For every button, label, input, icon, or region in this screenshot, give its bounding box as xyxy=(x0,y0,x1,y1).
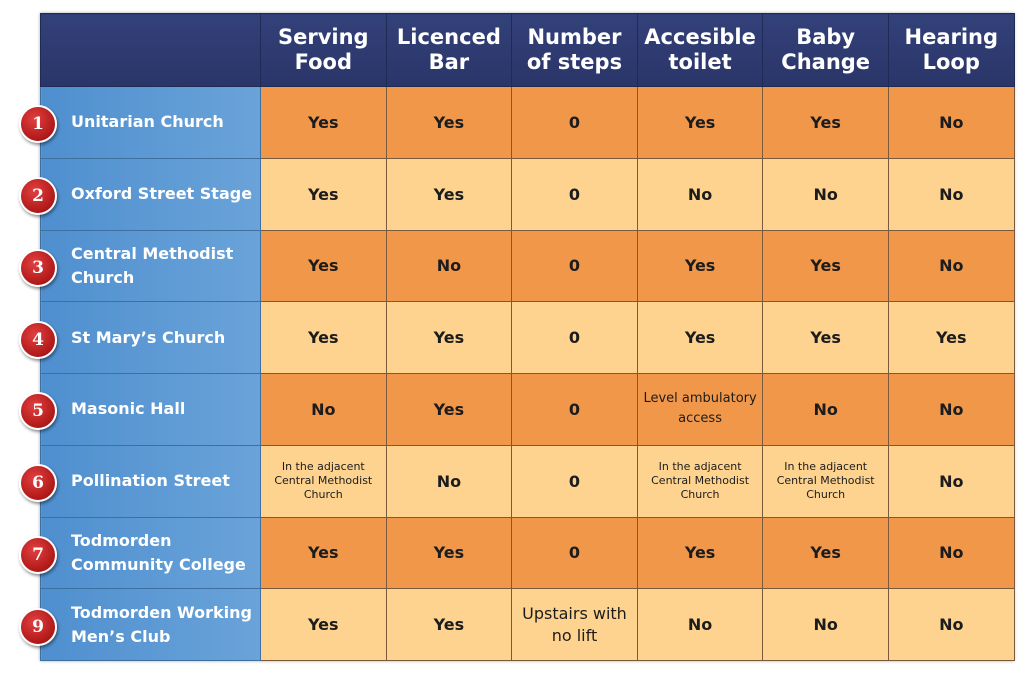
baby-change-cell: In the adjacent Central Methodist Church xyxy=(762,444,889,518)
venue-cell: 5 Masonic Hall xyxy=(19,373,261,446)
licenced-bar-cell: No xyxy=(385,229,513,303)
serving-food-cell: Yes xyxy=(260,157,387,231)
table-row: 6 Pollination Street In the adjacent Cen… xyxy=(19,444,1015,518)
venue-name: Masonic Hall xyxy=(71,399,186,419)
column-header-baby-change: Baby Change xyxy=(762,13,889,87)
licenced-bar-cell: Yes xyxy=(385,157,513,231)
column-header-number-of-steps: Number of steps xyxy=(511,13,638,87)
hearing-loop-cell: No xyxy=(887,157,1015,231)
hearing-loop-cell: No xyxy=(887,229,1015,303)
table-row: 2 Oxford Street Stage Yes Yes 0 No No No xyxy=(19,157,1015,231)
licenced-bar-cell: No xyxy=(385,444,513,518)
serving-food-cell: Yes xyxy=(260,229,387,303)
table-row: 4 St Mary’s Church Yes Yes 0 Yes Yes Yes xyxy=(19,301,1015,374)
venue-accessibility-table-container: Serving Food Licenced Bar Number of step… xyxy=(19,13,1015,661)
serving-food-cell: In the adjacent Central Methodist Church xyxy=(260,444,387,518)
licenced-bar-cell: Yes xyxy=(385,301,513,374)
column-header-accessible-toilet: Accesible toilet xyxy=(636,13,764,87)
baby-change-cell: Yes xyxy=(762,516,889,590)
serving-food-cell: No xyxy=(260,373,387,446)
number-of-steps-cell: 0 xyxy=(511,516,638,590)
number-of-steps-cell: Upstairs with no lift xyxy=(511,588,638,661)
venue-cell: 9 Todmorden Working Men’s Club xyxy=(19,588,261,661)
hearing-loop-cell: No xyxy=(887,373,1015,446)
venue-number-badge: 9 xyxy=(19,607,57,646)
serving-food-cell: Yes xyxy=(260,86,387,159)
venue-name: Todmorden Community College xyxy=(71,530,246,574)
licenced-bar-cell: Yes xyxy=(385,588,513,661)
baby-change-cell: No xyxy=(762,157,889,231)
serving-food-cell: Yes xyxy=(260,301,387,374)
venue-cell: 6 Pollination Street xyxy=(19,444,261,518)
baby-change-cell: Yes xyxy=(762,301,889,374)
hearing-loop-cell: No xyxy=(887,86,1015,159)
table-row: 7 Todmorden Community College Yes Yes 0 … xyxy=(19,516,1015,590)
venue-number-badge: 6 xyxy=(19,464,57,503)
hearing-loop-cell: Yes xyxy=(887,301,1015,374)
number-of-steps-cell: 0 xyxy=(511,157,638,231)
accessible-toilet-cell: Level ambulatory access xyxy=(636,373,764,446)
venue-cell: 2 Oxford Street Stage xyxy=(19,157,261,231)
venue-number-badge: 3 xyxy=(19,248,57,287)
venue-number-badge: 5 xyxy=(19,392,57,431)
accessible-toilet-cell: No xyxy=(636,157,764,231)
table-row: 1 Unitarian Church Yes Yes 0 Yes Yes No xyxy=(19,86,1015,159)
baby-change-cell: Yes xyxy=(762,86,889,159)
serving-food-cell: Yes xyxy=(260,516,387,590)
licenced-bar-cell: Yes xyxy=(385,373,513,446)
number-of-steps-cell: 0 xyxy=(511,86,638,159)
baby-change-cell: No xyxy=(762,588,889,661)
number-of-steps-cell: 0 xyxy=(511,229,638,303)
header-corner xyxy=(40,13,261,87)
venue-number-badge: 4 xyxy=(19,320,57,359)
hearing-loop-cell: No xyxy=(887,444,1015,518)
accessible-toilet-cell: No xyxy=(636,588,764,661)
venue-cell: 4 St Mary’s Church xyxy=(19,301,261,374)
venue-number-badge: 1 xyxy=(19,105,57,144)
accessible-toilet-cell: Yes xyxy=(636,301,764,374)
venue-number-badge: 2 xyxy=(19,177,57,216)
venue-cell: 3 Central Methodist Church xyxy=(19,229,261,303)
number-of-steps-cell: 0 xyxy=(511,373,638,446)
column-header-serving-food: Serving Food xyxy=(260,13,387,87)
table-row: 5 Masonic Hall No Yes 0 Level ambulatory… xyxy=(19,373,1015,446)
column-header-hearing-loop: Hearing Loop xyxy=(887,13,1015,87)
number-of-steps-cell: 0 xyxy=(511,301,638,374)
accessible-toilet-cell: Yes xyxy=(636,516,764,590)
table-row: 9 Todmorden Working Men’s Club Yes Yes U… xyxy=(19,588,1015,661)
serving-food-cell: Yes xyxy=(260,588,387,661)
hearing-loop-cell: No xyxy=(887,588,1015,661)
venue-name: Central Methodist Church xyxy=(71,243,234,287)
accessible-toilet-cell: Yes xyxy=(636,86,764,159)
baby-change-cell: No xyxy=(762,373,889,446)
venue-name: St Mary’s Church xyxy=(71,327,226,347)
venue-number-badge: 7 xyxy=(19,535,57,574)
table-row: 3 Central Methodist Church Yes No 0 Yes … xyxy=(19,229,1015,303)
licenced-bar-cell: Yes xyxy=(385,86,513,159)
venue-name: Oxford Street Stage xyxy=(71,184,253,204)
venue-accessibility-table: Serving Food Licenced Bar Number of step… xyxy=(19,13,1015,661)
venue-cell: 1 Unitarian Church xyxy=(19,86,261,159)
hearing-loop-cell: No xyxy=(887,516,1015,590)
licenced-bar-cell: Yes xyxy=(385,516,513,590)
venue-name: Todmorden Working Men’s Club xyxy=(71,602,252,646)
number-of-steps-cell: 0 xyxy=(511,444,638,518)
accessible-toilet-cell: Yes xyxy=(636,229,764,303)
column-header-licenced-bar: Licenced Bar xyxy=(385,13,513,87)
venue-cell: 7 Todmorden Community College xyxy=(19,516,261,590)
venue-name: Unitarian Church xyxy=(71,112,224,132)
header-row: Serving Food Licenced Bar Number of step… xyxy=(40,13,1015,87)
accessible-toilet-cell: In the adjacent Central Methodist Church xyxy=(636,444,764,518)
baby-change-cell: Yes xyxy=(762,229,889,303)
venue-name: Pollination Street xyxy=(71,471,230,491)
